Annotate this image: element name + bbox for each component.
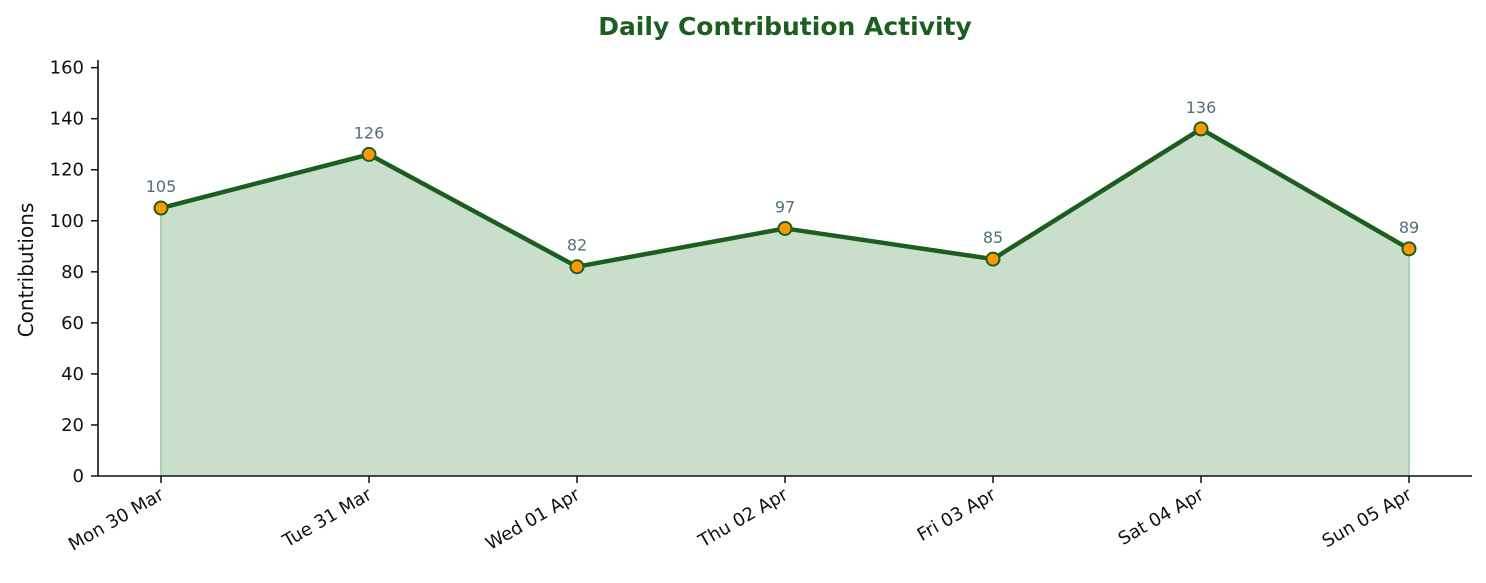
- y-tick-label: 140: [50, 109, 84, 130]
- x-tick-label: Mon 30 Mar: [65, 484, 168, 556]
- y-tick-label: 120: [50, 160, 84, 181]
- area-fill-layer: [160, 128, 1410, 477]
- data-label: 105: [146, 177, 177, 196]
- y-tick-label: 60: [61, 313, 84, 334]
- data-label: 89: [1399, 218, 1419, 237]
- data-label: 82: [567, 236, 587, 255]
- y-tick-label: 160: [50, 58, 84, 79]
- y-tick-label: 80: [61, 262, 84, 283]
- data-point-marker: [153, 200, 169, 216]
- chart-title: Daily Contribution Activity: [598, 12, 972, 41]
- data-labels-layer: 105 126 82 97 85 136 89: [146, 98, 1419, 255]
- y-tick-label: 0: [73, 466, 84, 487]
- data-point-marker: [1193, 121, 1209, 137]
- x-tick-label: Tue 31 Mar: [278, 484, 376, 553]
- area-fill: [161, 128, 1409, 477]
- data-label: 85: [983, 228, 1003, 247]
- x-tick-label: Sat 04 Apr: [1115, 484, 1208, 550]
- data-label: 136: [1186, 98, 1217, 117]
- y-tick-label: 100: [50, 211, 84, 232]
- x-tick-label: Wed 01 Apr: [482, 484, 584, 555]
- data-label: 97: [775, 197, 795, 216]
- data-label: 126: [354, 123, 385, 142]
- y-tick-label: 40: [61, 364, 84, 385]
- data-point-marker: [361, 146, 377, 162]
- x-tick-label: Fri 03 Apr: [914, 484, 1000, 546]
- data-point-marker: [569, 259, 585, 275]
- data-point-marker: [777, 220, 793, 236]
- data-point-marker: [1401, 241, 1417, 257]
- y-tick-label: 20: [61, 415, 84, 436]
- x-tick-label: Thu 02 Apr: [694, 484, 792, 553]
- x-tick-label: Sun 05 Apr: [1319, 484, 1416, 552]
- data-point-marker: [985, 251, 1001, 267]
- markers-layer: [153, 121, 1417, 275]
- y-axis-title: Contributions: [14, 203, 38, 338]
